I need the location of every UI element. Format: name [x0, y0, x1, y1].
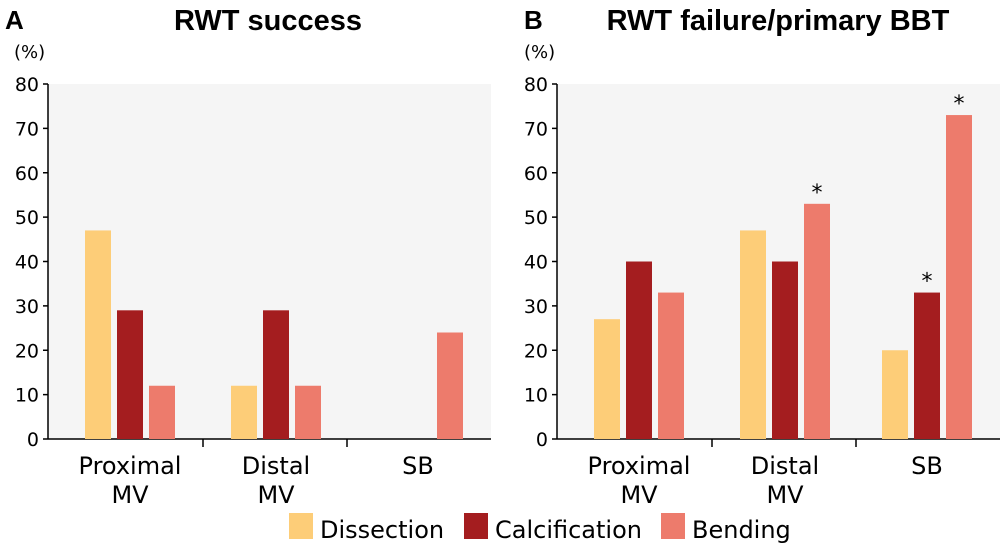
y-tick-label: 60	[524, 163, 548, 185]
legend-swatch-dissection	[289, 513, 313, 539]
x-category-label: SB	[402, 452, 434, 480]
significance-marker: *	[922, 270, 933, 295]
y-tick-label: 30	[15, 296, 39, 318]
y-tick-label: 60	[15, 163, 39, 185]
y-tick-label: 70	[524, 118, 548, 140]
y-tick-label: 50	[15, 207, 39, 229]
y-tick-label: 70	[15, 118, 39, 140]
panel-title: RWT success	[174, 5, 362, 37]
bar-dissection	[85, 230, 111, 439]
y-tick-label: 40	[524, 252, 548, 274]
panel-b: B RWT failure/primary BBT (%) 0 10 20 30 40 50 60…	[524, 5, 1000, 509]
y-tick-label: 0	[27, 429, 39, 451]
y-tick-label: 30	[524, 296, 548, 318]
panel-letter: B	[524, 5, 543, 35]
legend-label-dissection: Dissection	[320, 516, 444, 544]
bar-dissection	[231, 385, 257, 439]
x-category-label: SB	[911, 452, 943, 480]
x-category-label: Distal	[242, 452, 310, 480]
y-tick-label: 10	[524, 385, 548, 407]
bar-bending	[804, 203, 830, 439]
y-tick-label: 20	[524, 340, 548, 362]
legend-swatch-calcification	[464, 513, 488, 539]
bar-calcification	[263, 310, 289, 439]
y-axis-unit: (%)	[524, 42, 555, 63]
y-tick-label: 40	[15, 252, 39, 274]
legend-label-calcification: Calcification	[495, 516, 642, 544]
bar-bending	[437, 332, 463, 439]
bar-dissection	[594, 319, 620, 439]
bar-calcification	[772, 261, 798, 439]
bar-calcification	[626, 261, 652, 439]
panel-letter: A	[5, 5, 24, 35]
y-tick-label: 80	[15, 74, 39, 96]
panel-a: A RWT success (%) 0 10 20 30 40 50 60 70 80 Proximal…	[5, 5, 491, 509]
bar-calcification	[117, 310, 143, 439]
legend-label-bending: Bending	[692, 516, 791, 544]
y-axis-unit: (%)	[14, 42, 45, 63]
bar-bending	[295, 385, 321, 439]
x-category-label: MV	[257, 481, 295, 509]
bar-calcification	[914, 292, 940, 439]
significance-marker: *	[954, 92, 965, 117]
significance-marker: *	[812, 181, 823, 206]
x-category-label: Proximal	[79, 452, 182, 480]
x-category-label: MV	[111, 481, 149, 509]
bar-bending	[149, 385, 175, 439]
bar-bending	[946, 115, 972, 439]
x-category-label: MV	[766, 481, 804, 509]
y-tick-label: 10	[15, 385, 39, 407]
y-tick-label: 20	[15, 340, 39, 362]
x-category-label: Distal	[751, 452, 819, 480]
legend: Dissection Calcification Bending	[289, 513, 791, 544]
x-category-label: Proximal	[588, 452, 691, 480]
bar-dissection	[740, 230, 766, 439]
y-tick-label: 80	[524, 74, 548, 96]
x-category-label: MV	[620, 481, 658, 509]
panel-title: RWT failure/primary BBT	[607, 5, 950, 37]
y-tick-label: 50	[524, 207, 548, 229]
legend-swatch-bending	[661, 513, 685, 539]
bar-dissection	[882, 350, 908, 439]
y-tick-label: 0	[536, 429, 548, 451]
bar-bending	[658, 292, 684, 439]
